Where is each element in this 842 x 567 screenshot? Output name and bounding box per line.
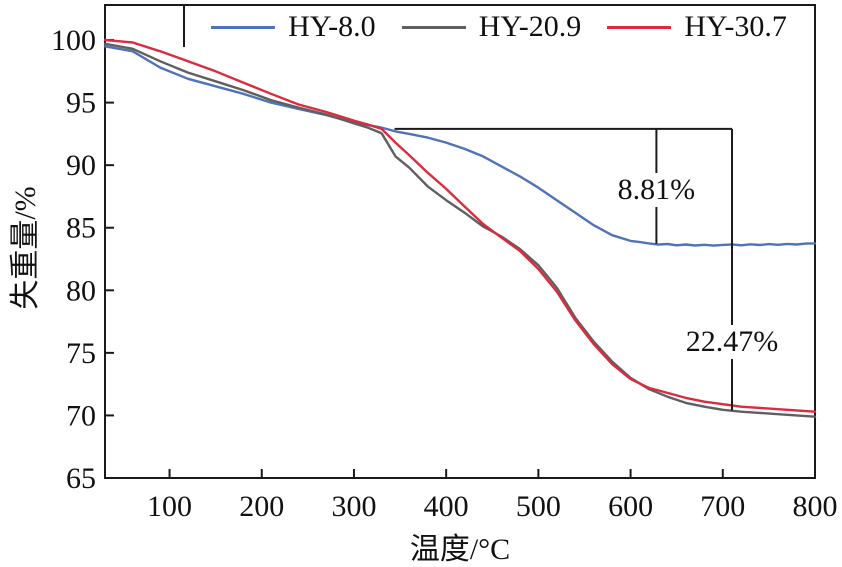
x-tick-label: 300 bbox=[331, 490, 376, 523]
x-tick-label: 200 bbox=[239, 490, 284, 523]
y-tick-label: 75 bbox=[66, 337, 96, 370]
series-line-HY-30.7 bbox=[103, 38, 817, 413]
y-tick-label: 100 bbox=[51, 24, 96, 57]
legend-item-hy-20-9: HY-20.9 bbox=[401, 10, 582, 43]
annotation-label-weight-loss-2: 22.47% bbox=[679, 324, 785, 359]
legend-line-sample-gray bbox=[401, 25, 466, 29]
y-tick-label: 90 bbox=[66, 149, 96, 182]
x-tick-label: 100 bbox=[147, 490, 192, 523]
x-tick-label: 800 bbox=[793, 490, 838, 523]
legend-line-sample-blue bbox=[211, 25, 276, 29]
y-tick-label: 65 bbox=[66, 462, 96, 495]
legend-divider bbox=[183, 6, 185, 47]
series-line-HY-8.0 bbox=[103, 45, 817, 247]
legend-label: HY-8.0 bbox=[288, 10, 376, 43]
y-tick-label: 70 bbox=[66, 399, 96, 432]
y-tick-label: 95 bbox=[66, 87, 96, 120]
legend-label: HY-30.7 bbox=[684, 10, 787, 43]
plot-frame bbox=[104, 4, 816, 479]
y-axis-title: 失重量/% bbox=[9, 186, 42, 310]
x-tick-label: 600 bbox=[608, 490, 653, 523]
x-tick-label: 500 bbox=[516, 490, 561, 523]
y-tick-label: 80 bbox=[66, 274, 96, 307]
legend-item-hy-8-0: HY-8.0 bbox=[211, 12, 376, 42]
y-tick-label: 85 bbox=[66, 212, 96, 245]
x-axis-title: 温度/°C bbox=[409, 533, 511, 566]
legend-line-sample-red bbox=[607, 25, 672, 29]
annotation-label-weight-loss-1: 8.81% bbox=[611, 173, 702, 208]
x-tick-label: 700 bbox=[700, 490, 745, 523]
series-line-HY-20.9 bbox=[103, 42, 817, 418]
legend-label: HY-20.9 bbox=[478, 10, 582, 43]
x-tick-label: 400 bbox=[424, 490, 469, 523]
legend: HY-8.0 HY-20.9 HY-30.7 bbox=[185, 7, 813, 47]
legend-item-hy-30-7: HY-30.7 bbox=[607, 12, 787, 42]
